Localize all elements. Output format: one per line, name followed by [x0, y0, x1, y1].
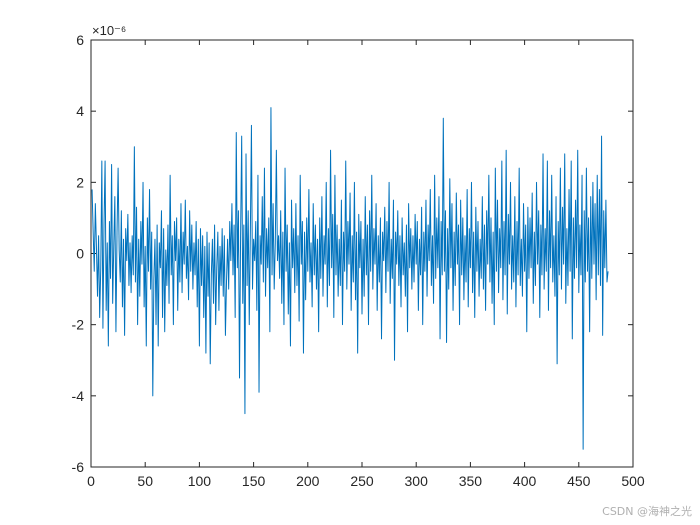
y-tick-label: 6 [76, 32, 84, 48]
series-group [91, 107, 609, 450]
y-tick-label: -4 [72, 388, 85, 404]
y-exponent-label: ×10⁻⁶ [92, 23, 126, 38]
x-tick-label: 300 [405, 473, 429, 489]
axes-box [90, 39, 634, 468]
y-tick-label: 4 [76, 103, 84, 119]
y-tick-label: -6 [72, 459, 85, 475]
series-line [91, 107, 609, 450]
y-tick-label: 2 [76, 174, 84, 190]
y-tick-label: 0 [76, 246, 84, 262]
x-tick-label: 500 [621, 473, 645, 489]
x-tick-label: 250 [350, 473, 374, 489]
x-tick-label: 150 [242, 473, 266, 489]
watermark-text: CSDN @海神之光 [602, 505, 692, 518]
x-axis-ticks: 0 50 100 150 200 250 300 350 400 450 500 [87, 40, 645, 489]
x-tick-label: 350 [459, 473, 483, 489]
y-tick-label: -2 [72, 317, 85, 333]
x-tick-label: 0 [87, 473, 95, 489]
x-tick-label: 200 [296, 473, 320, 489]
x-tick-label: 50 [137, 473, 153, 489]
x-tick-label: 450 [567, 473, 591, 489]
x-tick-label: 400 [513, 473, 537, 489]
x-tick-label: 100 [188, 473, 212, 489]
